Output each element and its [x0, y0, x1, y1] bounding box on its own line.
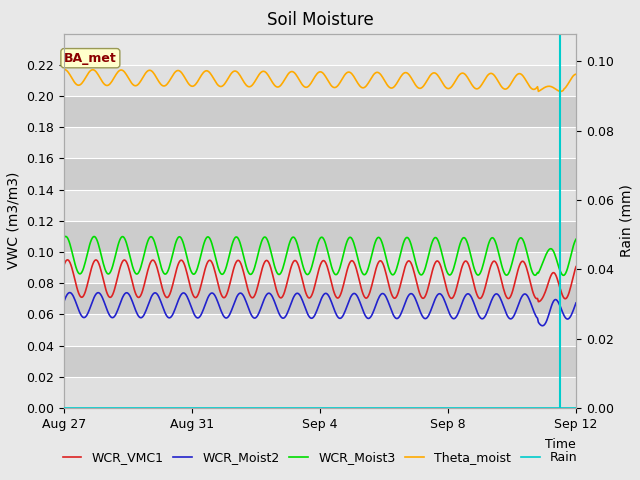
- Rain: [60, 405, 68, 411]
- WCR_Moist2: [292, 290, 300, 296]
- Bar: [64, 190, 576, 221]
- WCR_VMC1: [572, 264, 580, 270]
- WCR_Moist3: [60, 235, 68, 240]
- Rain: [572, 405, 580, 411]
- WCR_VMC1: [152, 260, 159, 266]
- Theta_moist: [534, 88, 542, 94]
- Theta_moist: [362, 84, 369, 89]
- WCR_Moist2: [152, 290, 159, 296]
- Bar: [64, 283, 576, 314]
- Theta_moist: [60, 67, 68, 72]
- WCR_Moist2: [193, 314, 200, 320]
- Y-axis label: VWC (m3/m3): VWC (m3/m3): [7, 172, 20, 269]
- Line: WCR_Moist2: WCR_Moist2: [64, 293, 576, 326]
- Bar: [64, 346, 576, 377]
- WCR_Moist3: [292, 239, 300, 245]
- Bar: [64, 314, 576, 346]
- WCR_Moist2: [66, 290, 74, 296]
- WCR_VMC1: [292, 259, 300, 264]
- WCR_Moist3: [62, 234, 70, 240]
- Rain: [445, 405, 453, 411]
- Y-axis label: Rain (mm): Rain (mm): [620, 184, 633, 257]
- WCR_Moist3: [559, 273, 567, 278]
- Theta_moist: [192, 82, 200, 87]
- Text: BA_met: BA_met: [64, 52, 116, 65]
- WCR_Moist3: [152, 242, 159, 248]
- Line: Theta_moist: Theta_moist: [64, 70, 576, 91]
- Rain: [292, 405, 300, 411]
- Bar: [64, 158, 576, 190]
- WCR_Moist2: [539, 323, 547, 329]
- Bar: [64, 96, 576, 127]
- Bar: [64, 221, 576, 252]
- Line: WCR_VMC1: WCR_VMC1: [64, 260, 576, 302]
- WCR_VMC1: [403, 260, 411, 265]
- WCR_VMC1: [534, 299, 542, 305]
- Rain: [192, 405, 200, 411]
- Bar: [64, 127, 576, 158]
- WCR_Moist2: [60, 299, 68, 304]
- WCR_VMC1: [363, 295, 371, 301]
- WCR_Moist3: [572, 236, 580, 242]
- Text: Time: Time: [545, 438, 576, 451]
- WCR_VMC1: [193, 294, 200, 300]
- Theta_moist: [151, 72, 159, 77]
- Theta_moist: [292, 71, 300, 77]
- WCR_Moist2: [447, 312, 454, 318]
- WCR_VMC1: [447, 295, 454, 300]
- WCR_Moist3: [447, 272, 454, 278]
- Line: WCR_Moist3: WCR_Moist3: [64, 237, 576, 276]
- WCR_VMC1: [60, 262, 68, 268]
- Theta_moist: [445, 85, 453, 91]
- Rain: [362, 405, 369, 411]
- WCR_Moist3: [363, 270, 371, 276]
- WCR_Moist2: [403, 296, 411, 302]
- WCR_Moist2: [363, 314, 371, 320]
- WCR_Moist3: [403, 235, 411, 240]
- Theta_moist: [402, 70, 410, 75]
- Bar: [64, 377, 576, 408]
- Rain: [151, 405, 159, 411]
- WCR_VMC1: [63, 257, 71, 263]
- WCR_Moist2: [572, 300, 580, 306]
- Title: Soil Moisture: Soil Moisture: [267, 11, 373, 29]
- Legend: WCR_VMC1, WCR_Moist2, WCR_Moist3, Theta_moist, Rain: WCR_VMC1, WCR_Moist2, WCR_Moist3, Theta_…: [58, 446, 582, 469]
- Bar: [64, 252, 576, 283]
- Bar: [64, 65, 576, 96]
- Rain: [402, 405, 410, 411]
- Theta_moist: [572, 72, 580, 77]
- WCR_Moist3: [193, 268, 200, 274]
